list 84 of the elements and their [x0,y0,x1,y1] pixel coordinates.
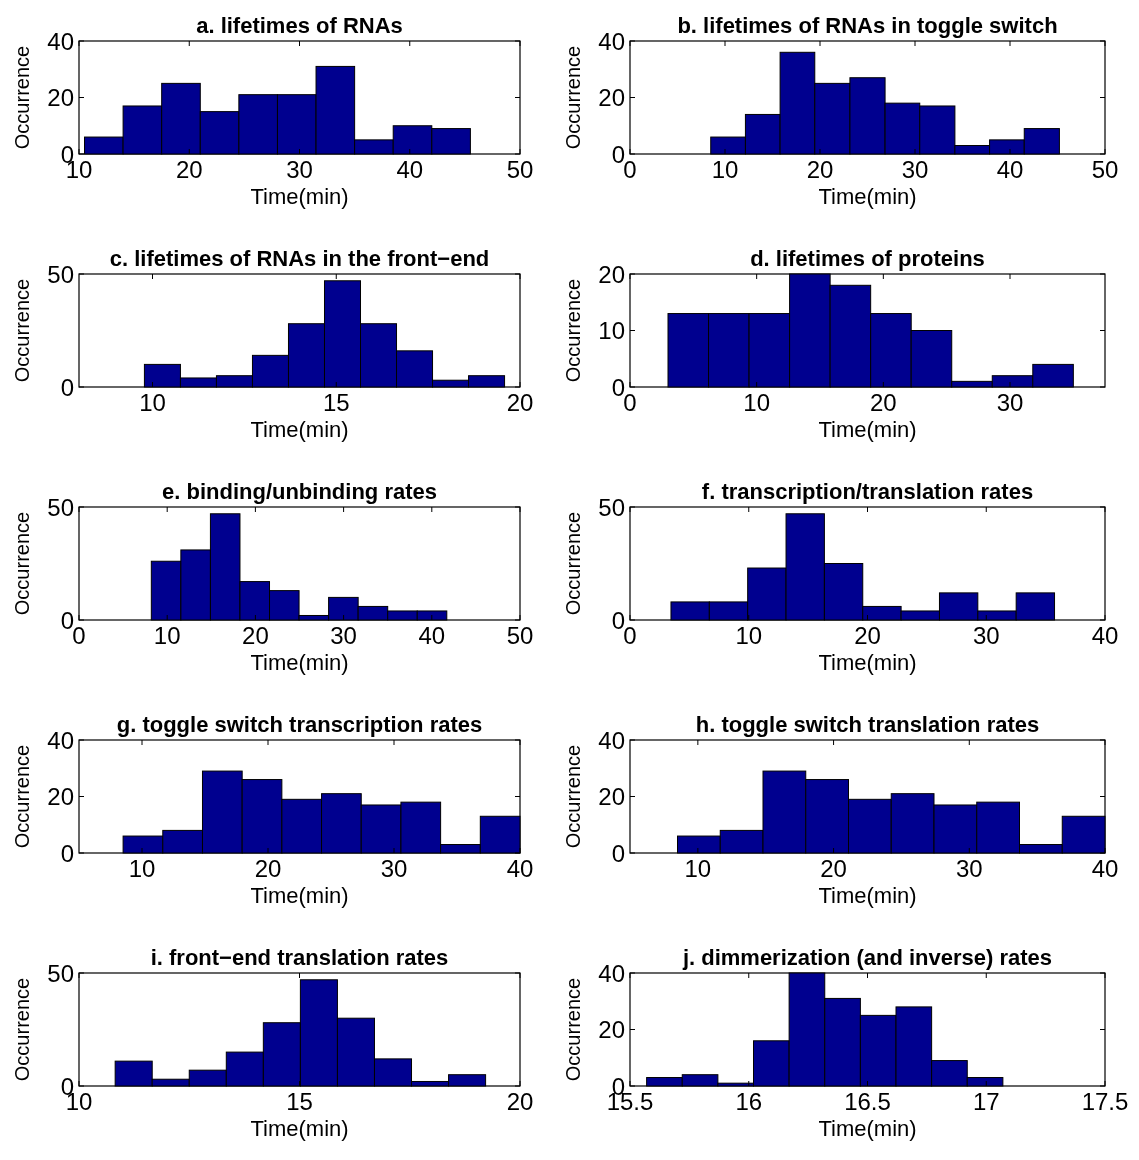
x-tick-label: 10 [711,156,739,183]
x-tick-label: 20 [820,855,847,882]
x-tick-label: 17 [972,1088,1000,1115]
y-tick-label: 50 [47,959,74,987]
y-tick-label: 20 [598,1016,625,1044]
x-tick-label: 20 [806,156,834,183]
x-tick-label: 20 [254,855,282,882]
chart-title: f. transcription/translation rates [701,479,1034,504]
x-axis-title: Time(min) [250,883,349,908]
x-tick-label: 50 [506,156,534,183]
x-axis-title: Time(min) [250,417,349,442]
y-tick-label: 10 [598,317,625,345]
x-tick-label: 16.5 [844,1088,891,1115]
x-tick-label: 30 [955,855,983,882]
x-axis-title: Time(min) [818,650,917,675]
y-tick-label: 50 [47,260,74,288]
x-tick-label: 30 [901,156,929,183]
x-tick-label: 20 [242,622,269,649]
y-axis-title: Occurrence [562,45,584,150]
x-axis-title: Time(min) [250,1116,349,1141]
x-tick-label: 10 [684,855,712,882]
x-tick-label: 20 [175,156,203,183]
y-axis-title: Occurrence [11,278,33,383]
y-tick-label: 20 [598,783,625,811]
x-axis-title: Time(min) [818,184,917,209]
x-tick-label: 30 [286,156,313,183]
x-tick-label: 30 [380,855,408,882]
y-axis-title: Occurrence [11,511,33,616]
x-tick-label: 16 [735,1088,763,1115]
y-tick-label: 40 [598,726,625,754]
chart-title: e. binding/unbinding rates [162,479,437,504]
y-tick-label: 40 [47,27,74,55]
chart-title: b. lifetimes of RNAs in toggle switch [677,13,1058,38]
x-tick-label: 50 [1091,156,1119,183]
x-tick-label: 40 [396,156,424,183]
x-tick-label: 10 [153,622,181,649]
chart-title: i. front−end translation rates [150,945,449,970]
x-tick-label: 15 [322,389,350,416]
x-tick-label: 10 [139,389,166,416]
x-tick-label: 40 [1091,622,1119,649]
y-tick-label: 40 [598,959,625,987]
x-tick-label: 40 [418,622,446,649]
y-tick-label: 20 [598,260,625,288]
y-tick-label: 40 [47,726,74,754]
y-axis-title: Occurrence [11,744,33,849]
y-tick-label: 50 [47,493,74,521]
y-tick-label: 20 [47,84,74,112]
y-axis-title: Occurrence [11,45,33,150]
x-tick-label: 40 [506,855,534,882]
y-axis-title: Occurrence [11,977,33,1082]
y-tick-label: 40 [598,27,625,55]
x-tick-label: 30 [972,622,1000,649]
x-tick-label: 10 [743,389,771,416]
x-tick-label: 20 [854,622,881,649]
x-axis-title: Time(min) [250,184,349,209]
x-tick-label: 10 [128,855,156,882]
x-tick-label: 20 [869,389,897,416]
y-tick-label: 20 [598,84,625,112]
x-tick-label: 20 [506,389,534,416]
x-tick-label: 50 [506,622,534,649]
chart-title: c. lifetimes of RNAs in the front−end [109,246,490,271]
y-tick-label: 20 [47,783,74,811]
chart-title: d. lifetimes of proteins [750,246,985,271]
y-axis-title: Occurrence [562,977,584,1082]
chart-title: g. toggle switch transcription rates [116,712,483,737]
chart-title: a. lifetimes of RNAs [196,13,403,38]
x-axis-title: Time(min) [818,883,917,908]
x-tick-label: 40 [996,156,1024,183]
y-axis-title: Occurrence [562,744,584,849]
x-tick-label: 40 [1091,855,1119,882]
x-axis-title: Time(min) [818,1116,917,1141]
y-tick-label: 50 [598,493,625,521]
x-tick-label: 20 [506,1088,534,1115]
x-tick-label: 30 [330,622,357,649]
x-tick-label: 30 [996,389,1024,416]
x-axis-title: Time(min) [250,650,349,675]
x-tick-label: 17.5 [1081,1088,1129,1115]
x-tick-label: 15 [286,1088,313,1115]
chart-title: j. dimmerization (and inverse) rates [681,945,1053,970]
y-axis-title: Occurrence [562,278,584,383]
x-axis-title: Time(min) [818,417,917,442]
chart-title: h. toggle switch translation rates [695,712,1040,737]
y-axis-title: Occurrence [562,511,584,616]
x-tick-label: 10 [735,622,763,649]
